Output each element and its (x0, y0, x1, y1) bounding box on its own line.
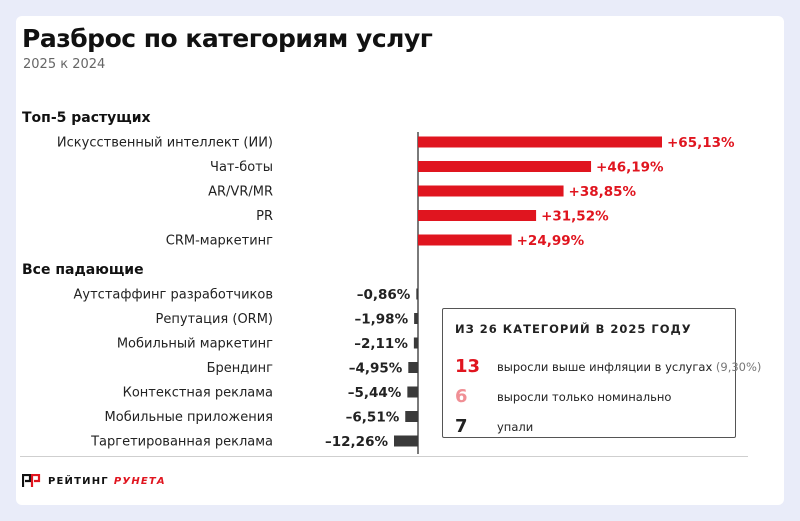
group-heading-decline: Все падающие (22, 262, 144, 278)
footer-divider (20, 456, 748, 457)
bar (414, 313, 418, 324)
category-label: CRM-маркетинг (166, 234, 273, 249)
category-label: Чат-боты (210, 160, 273, 175)
summary-row-above-inflation: 13 выросли выше инфляции в услугах (9,30… (455, 356, 761, 378)
data-label: –5,44% (348, 385, 402, 401)
group-heading-growth: Топ-5 растущих (22, 110, 151, 126)
category-label: PR (256, 209, 273, 224)
summary-number: 7 (455, 416, 468, 437)
category-label: Таргетированная реклама (90, 435, 273, 450)
data-label: +46,19% (596, 160, 664, 176)
summary-number: 13 (455, 356, 481, 377)
summary-row-nominal: 6 выросли только номинально (455, 386, 731, 408)
category-label: Мобильные приложения (105, 410, 273, 425)
data-label: –1,98% (355, 312, 409, 328)
page-subtitle: 2025 к 2024 (23, 57, 106, 72)
bar (418, 185, 564, 197)
summary-text: упали (497, 420, 534, 434)
category-label: AR/VR/MR (208, 185, 273, 200)
logo-text-runet: РУНЕТА (113, 475, 166, 487)
bar (418, 161, 592, 172)
summary-number: 6 (455, 386, 468, 407)
logo: РЕЙТИНГ РУНЕТА (22, 473, 166, 489)
bar (413, 337, 418, 349)
data-label: +24,99% (517, 233, 585, 249)
data-label: –4,95% (349, 361, 403, 377)
bar (416, 288, 419, 300)
category-label: Мобильный маркетинг (117, 337, 273, 352)
summary-row-declined: 7 упали (455, 416, 731, 438)
data-label: –2,11% (354, 336, 408, 352)
bar (405, 411, 418, 422)
bar (418, 136, 662, 148)
summary-text: выросли только номинально (497, 390, 672, 404)
data-label: –6,51% (346, 410, 400, 426)
data-label: –0,86% (357, 287, 411, 303)
category-label: Аутстаффинг разработчиков (74, 288, 273, 303)
summary-row-text: выросли выше инфляции в услугах (497, 360, 713, 374)
category-label: Искусственный интеллект (ИИ) (57, 136, 273, 151)
data-label: +65,13% (667, 135, 735, 151)
page-title: Разброс по категориям услуг (22, 24, 433, 53)
category-label: Контекстная реклама (123, 386, 273, 401)
data-label: –12,26% (325, 434, 388, 450)
summary-text: выросли выше инфляции в услугах (9,30%) (497, 360, 761, 374)
summary-title: ИЗ 26 КАТЕГОРИЙ В 2025 ГОДУ (455, 322, 692, 336)
summary-box: ИЗ 26 КАТЕГОРИЙ В 2025 ГОДУ 13 выросли в… (442, 308, 761, 438)
category-label: Репутация (ORM) (156, 312, 273, 327)
data-label: +38,85% (569, 184, 637, 200)
bar (418, 234, 512, 246)
bar (407, 386, 418, 398)
category-label: Брендинг (207, 361, 274, 376)
summary-row-note: (9,30%) (715, 360, 762, 374)
bar (418, 210, 537, 221)
data-label: +31,52% (541, 209, 609, 225)
logo-text-rating: РЕЙТИНГ (48, 475, 109, 487)
logo-mark-icon (22, 474, 41, 487)
bar (408, 362, 418, 373)
bar (394, 435, 418, 447)
